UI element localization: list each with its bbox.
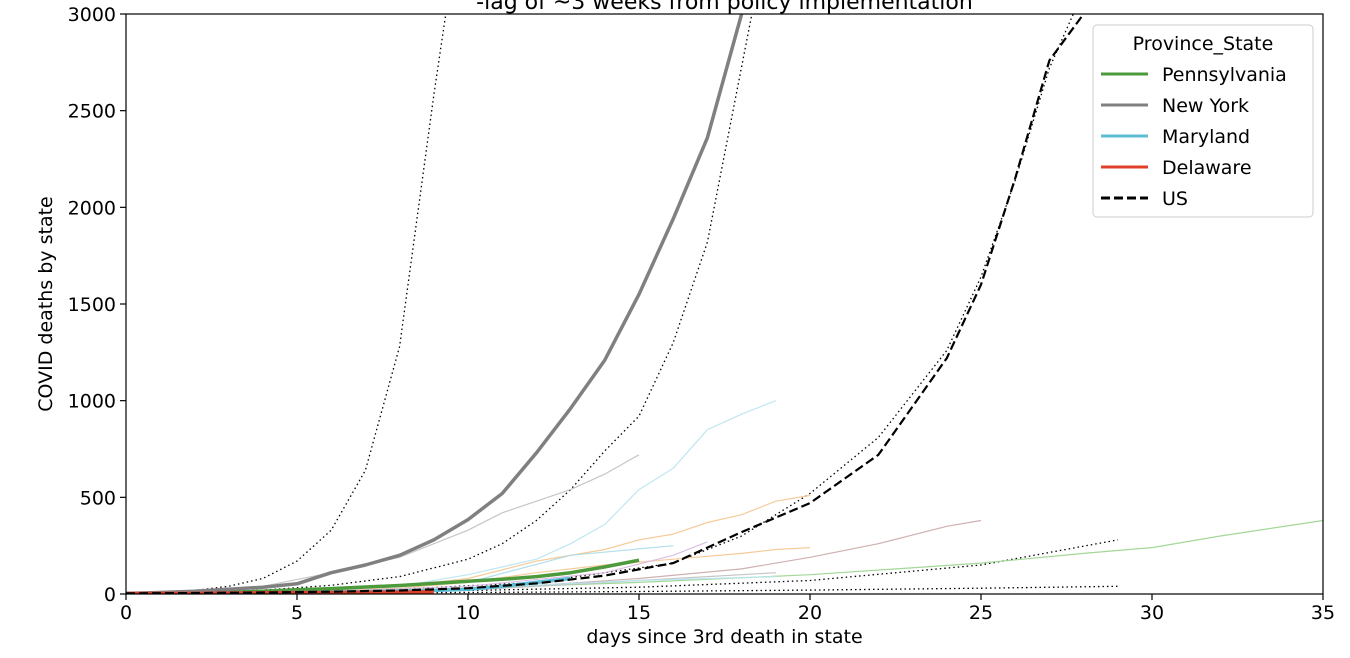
legend-label-maryland: Maryland [1162, 126, 1250, 148]
legend-label-pennsylvania: Pennsylvania [1162, 64, 1287, 86]
x-tick-label: 25 [969, 602, 993, 624]
series-layer [126, 14, 1323, 594]
x-tick-label: 0 [120, 602, 132, 624]
y-tick-label: 2500 [68, 101, 116, 123]
legend-entries: Pennsylvania New York Maryland Delaware US [1101, 64, 1287, 210]
x-axis-label: days since 3rd death in state [586, 626, 862, 648]
series-line-delaware [126, 590, 434, 594]
series-line-new-york [126, 14, 744, 594]
y-tick-label: 500 [80, 487, 116, 509]
series-line-reference-11 [126, 400, 777, 594]
series-line-reference-7 [126, 14, 1074, 594]
x-tick-label: 15 [627, 602, 651, 624]
x-tick-label: 20 [798, 602, 822, 624]
legend-label-delaware: Delaware [1162, 157, 1252, 179]
x-tick-label: 10 [456, 602, 480, 624]
series-line-reference-5 [126, 14, 447, 594]
legend-label-new-york: New York [1162, 95, 1249, 117]
y-tick-label: 2000 [68, 197, 116, 219]
series-line-reference-14 [126, 519, 982, 594]
y-tick-label: 1000 [68, 391, 116, 413]
y-axis-label: COVID deaths by state [35, 196, 57, 411]
x-tick-label: 30 [1140, 602, 1164, 624]
y-tick-label: 1500 [68, 294, 116, 316]
legend-title: Province_State [1133, 33, 1274, 55]
series-line-reference-6 [126, 14, 753, 594]
series-line-us [126, 14, 1085, 594]
y-tick-label: 0 [104, 584, 116, 606]
chart-title: -lag of ~3 weeks from policy implementat… [476, 0, 973, 15]
legend: Province_State Pennsylvania New York Maryl… [1092, 24, 1314, 218]
x-tick-label: 5 [291, 602, 303, 624]
legend-label-us: US [1162, 188, 1188, 210]
ticks-layer: 0 5 10 15 20 25 30 35 0 500 1000 1500 2000 2500 3000 [68, 4, 1335, 624]
x-tick-label: 35 [1311, 602, 1335, 624]
y-tick-label: 3000 [68, 4, 116, 26]
